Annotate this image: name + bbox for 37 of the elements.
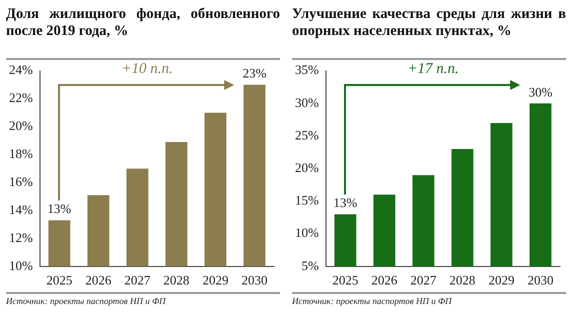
y-tick-label: 10% bbox=[294, 225, 319, 240]
annotation: +10 п.п. bbox=[121, 60, 173, 78]
y-tick-label: 22% bbox=[8, 90, 33, 106]
y-tick-label: 20% bbox=[294, 160, 319, 176]
y-tick-label: 14% bbox=[8, 202, 33, 217]
x-tick-label: 2027 bbox=[410, 272, 437, 288]
text: Источник: проекты паспортов НП и ФП bbox=[292, 296, 453, 306]
x-tick-label: 2028 bbox=[449, 272, 476, 288]
x-tick-label: 2028 bbox=[163, 272, 190, 288]
y-tick-label: 16% bbox=[8, 174, 33, 189]
data-label: 13% bbox=[333, 195, 358, 210]
y-tick-label: 24% bbox=[8, 62, 33, 78]
chart-title: Доля жилищного фонда, обновленного после 2019 года, % bbox=[6, 6, 280, 41]
y-tick-label: 30% bbox=[294, 94, 319, 110]
x-tick-label: 2030 bbox=[241, 272, 268, 288]
y-tick-label: 35% bbox=[294, 62, 319, 78]
chart-title: Улучшение качества среды для жизни в опорных населенных пунктах, % bbox=[292, 6, 566, 41]
data-label: 30% bbox=[528, 84, 553, 100]
x-tick-label: 2025 bbox=[46, 272, 72, 288]
x-tick-label: 2029 bbox=[202, 272, 228, 288]
x-tick-label: 2026 bbox=[85, 272, 112, 288]
annotation: +17 п.п. bbox=[407, 60, 459, 78]
y-tick-label: 10% bbox=[8, 258, 33, 273]
data-label: 13% bbox=[47, 201, 72, 216]
y-tick-label: 25% bbox=[294, 127, 319, 142]
y-tick-label: 18% bbox=[8, 146, 33, 162]
y-tick-label: 5% bbox=[301, 258, 319, 273]
x-tick-label: 2025 bbox=[332, 272, 358, 288]
data-label: 23% bbox=[242, 66, 267, 81]
y-tick-label: 12% bbox=[8, 230, 33, 245]
y-tick-label: 15% bbox=[294, 192, 319, 208]
x-tick-label: 2027 bbox=[124, 272, 151, 288]
x-tick-label: 2029 bbox=[488, 272, 514, 288]
x-tick-label: 2030 bbox=[527, 272, 554, 288]
text: Источник: проекты паспортов НП и ФП bbox=[6, 296, 167, 306]
x-tick-label: 2026 bbox=[371, 272, 398, 288]
y-tick-label: 20% bbox=[8, 118, 33, 134]
